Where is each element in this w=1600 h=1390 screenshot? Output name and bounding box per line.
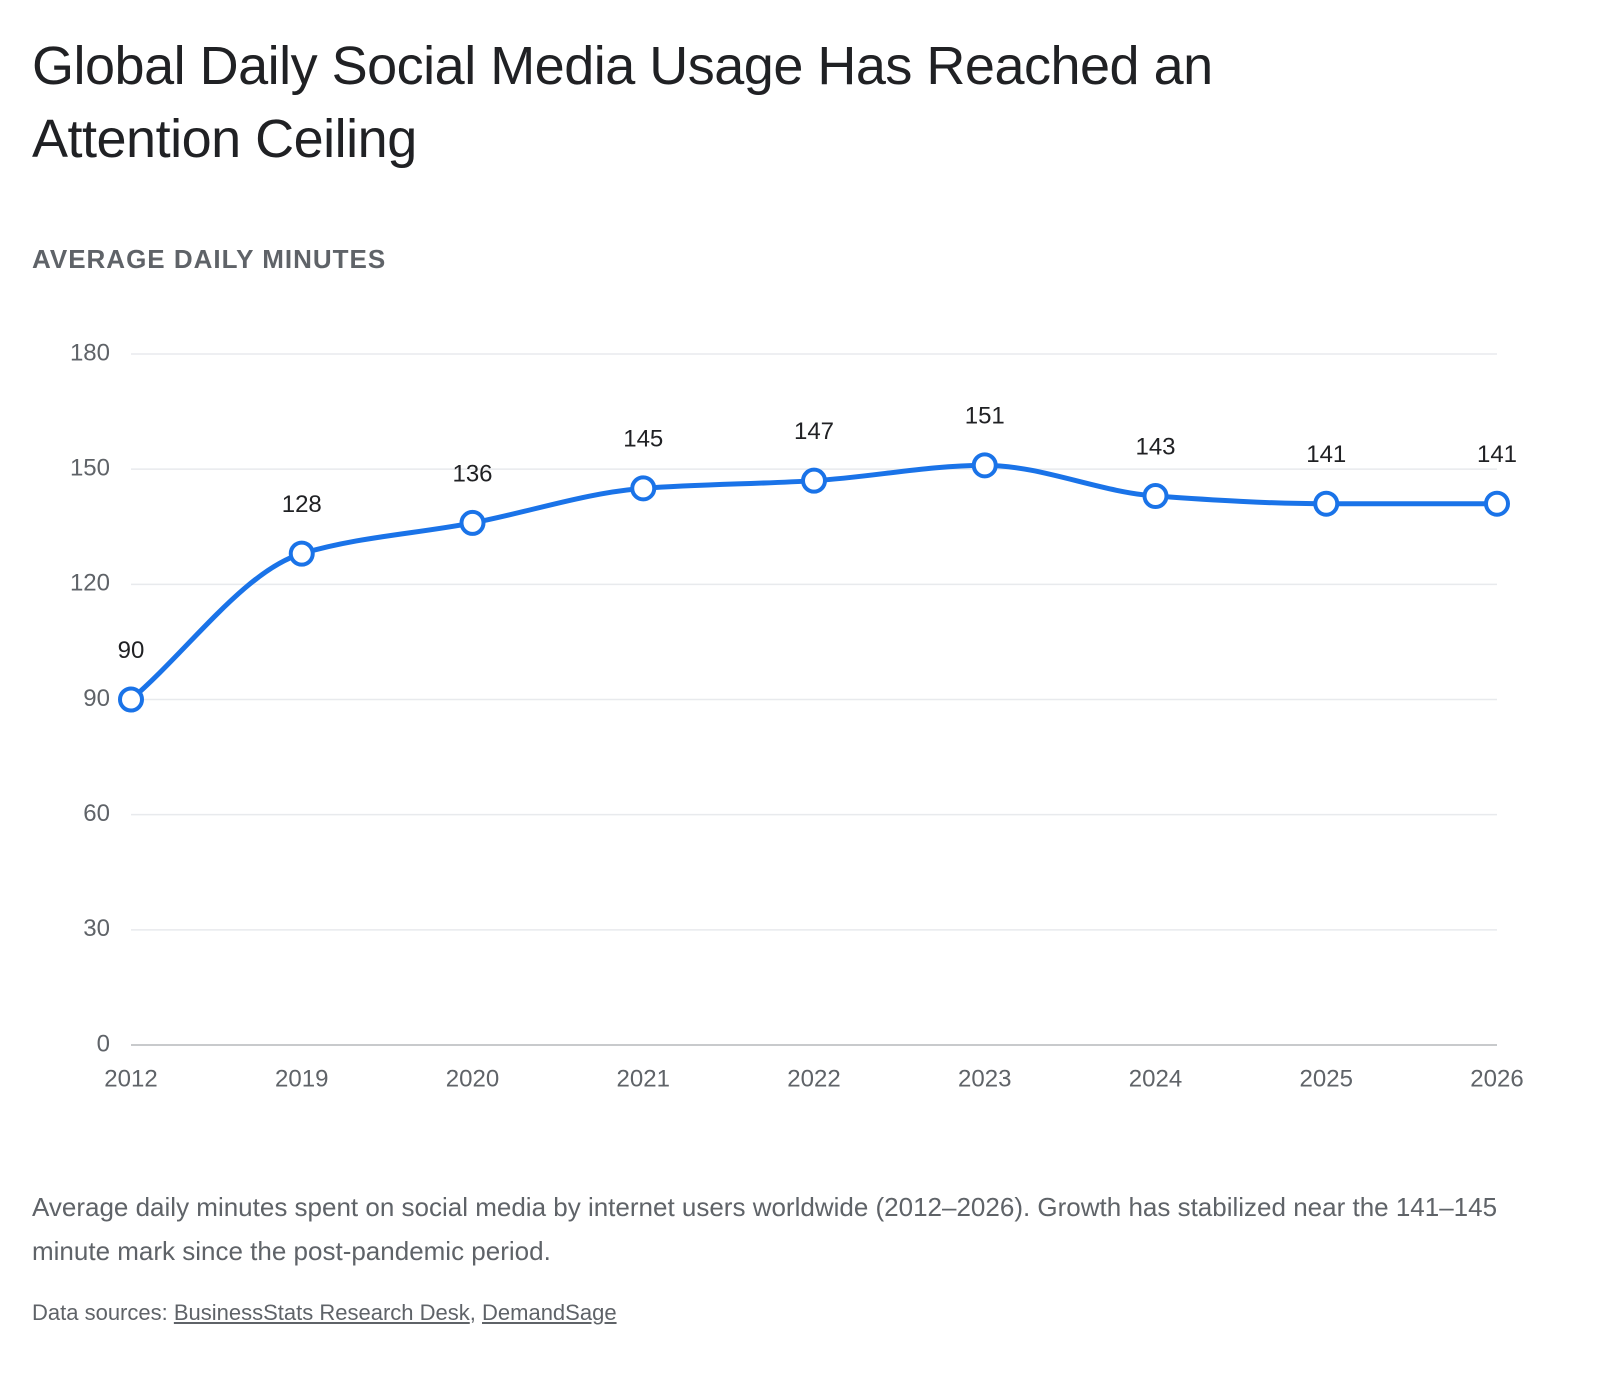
y-tick-label: 0 bbox=[97, 1030, 110, 1057]
data-label: 141 bbox=[1477, 441, 1517, 468]
sources-label: Data sources: bbox=[32, 1300, 168, 1325]
point bbox=[1142, 483, 1169, 510]
data-label: 147 bbox=[794, 418, 834, 445]
x-tick-label: 2022 bbox=[787, 1065, 840, 1092]
point bbox=[1484, 490, 1510, 517]
x-tick-label: 2012 bbox=[104, 1065, 157, 1092]
x-tick-label: 2020 bbox=[446, 1065, 499, 1092]
chart-title: Global Daily Social Media Usage Has Reac… bbox=[32, 36, 1213, 169]
y-tick-label: 60 bbox=[83, 800, 110, 827]
x-tick-label: 2023 bbox=[958, 1065, 1011, 1092]
caption: Average daily minutes spent on social me… bbox=[32, 1192, 1498, 1266]
y-tick-label: 30 bbox=[83, 915, 110, 942]
data-label: 141 bbox=[1306, 441, 1346, 468]
point bbox=[288, 540, 315, 567]
x-tick-label: 2024 bbox=[1129, 1065, 1182, 1092]
y-tick-label: 90 bbox=[83, 685, 110, 712]
sources: Data sources: BusinessStats Research Des… bbox=[32, 1300, 617, 1326]
data-label: 128 bbox=[282, 491, 322, 518]
x-tick-label: 2025 bbox=[1300, 1065, 1353, 1092]
point bbox=[1313, 490, 1340, 517]
data-label: 90 bbox=[118, 637, 145, 664]
data-label: 136 bbox=[452, 460, 492, 487]
y-tick-label: 180 bbox=[70, 339, 110, 366]
y-tick-label: 120 bbox=[70, 570, 110, 597]
x-tick-label: 2026 bbox=[1470, 1065, 1523, 1092]
source-link[interactable]: DemandSage bbox=[482, 1300, 617, 1325]
y-tick-label: 150 bbox=[70, 455, 110, 482]
point bbox=[459, 509, 486, 536]
data-label: 151 bbox=[965, 403, 1005, 430]
x-tick-label: 2019 bbox=[275, 1065, 328, 1092]
line bbox=[128, 462, 1500, 702]
x-tick-label: 2021 bbox=[617, 1065, 670, 1092]
point bbox=[971, 452, 998, 479]
source-link[interactable]: BusinessStats Research Desk bbox=[173, 1300, 470, 1325]
data-label: 143 bbox=[1135, 433, 1175, 460]
separator: , bbox=[469, 1300, 476, 1325]
y-axis-label: AVERAGE DAILY MINUTES bbox=[32, 244, 387, 274]
point bbox=[118, 686, 144, 713]
data-label: 145 bbox=[623, 426, 663, 453]
chart: 0 30 60 90 120 150 180 2012 2019 2020 2021 2022 2023… bbox=[70, 339, 1524, 1092]
point bbox=[630, 475, 657, 502]
point bbox=[801, 467, 827, 494]
